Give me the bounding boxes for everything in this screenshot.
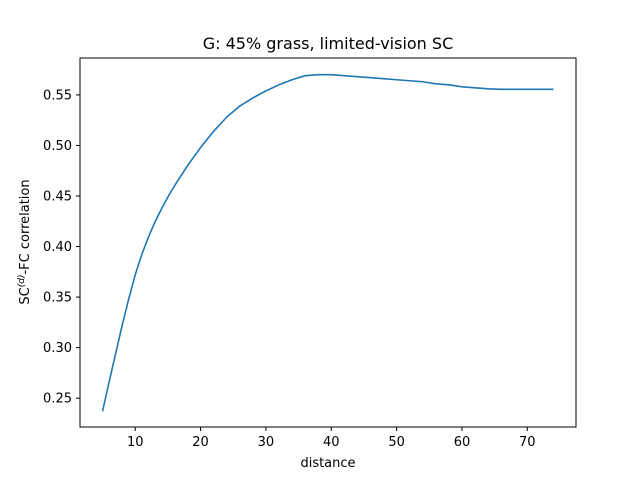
- x-tick-label: 50: [388, 435, 405, 450]
- y-tick-label: 0.50: [43, 139, 72, 154]
- x-axis-label: distance: [300, 456, 355, 471]
- y-axis-label: SC(d)-FC correlation: [17, 179, 33, 304]
- axes-frame: [79, 57, 577, 428]
- x-tick-label: 20: [192, 435, 209, 450]
- y-axis-label-superscript: (d): [17, 275, 27, 288]
- y-axis-label-prefix: SC: [18, 287, 33, 304]
- x-axis: 10 20 30 40 50 60 70: [127, 427, 536, 450]
- y-tick-label: 0.25: [43, 392, 72, 407]
- y-tick-label: 0.45: [43, 189, 72, 204]
- y-tick-label: 0.35: [43, 291, 72, 306]
- y-tick-label: 0.40: [43, 240, 72, 255]
- y-tick-label: 0.55: [43, 88, 72, 103]
- series-line: [101, 73, 554, 412]
- x-tick-label: 70: [519, 435, 536, 450]
- y-axis-label-suffix: -FC correlation: [18, 179, 33, 274]
- y-axis: 0.25 0.30 0.35 0.40 0.45 0.50 0.55: [43, 88, 80, 407]
- plot-area: 10 20 30 40 50 60 70 0.250.300.350.400.450.500…: [43, 57, 577, 450]
- x-tick-label: 30: [258, 435, 275, 450]
- x-tick-label: 60: [454, 435, 471, 450]
- x-tick-label: 40: [323, 435, 340, 450]
- y-tick-label: 0.30: [43, 341, 72, 356]
- chart-title: G: 45% grass, limited-vision SC: [203, 34, 453, 53]
- x-tick-label: 10: [127, 435, 144, 450]
